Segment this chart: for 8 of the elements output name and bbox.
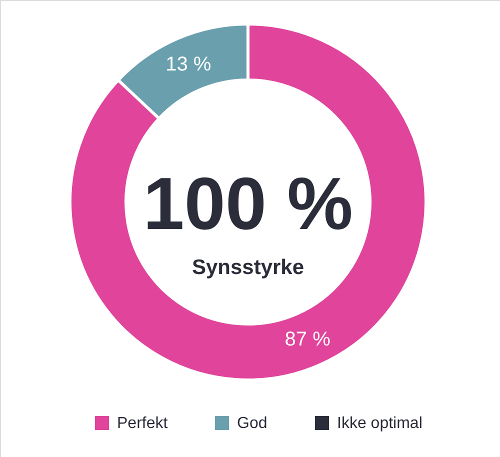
text: Synsstyrke [192,256,304,279]
text: 100 % [143,162,353,245]
legend-label: Ikke optimal [337,415,422,432]
donut-slice [68,22,428,382]
legend-label: God [237,415,268,432]
data-label: 13 % [166,53,212,76]
legend-label: Perfekt [117,415,168,432]
data-label: 87 % [284,328,331,351]
